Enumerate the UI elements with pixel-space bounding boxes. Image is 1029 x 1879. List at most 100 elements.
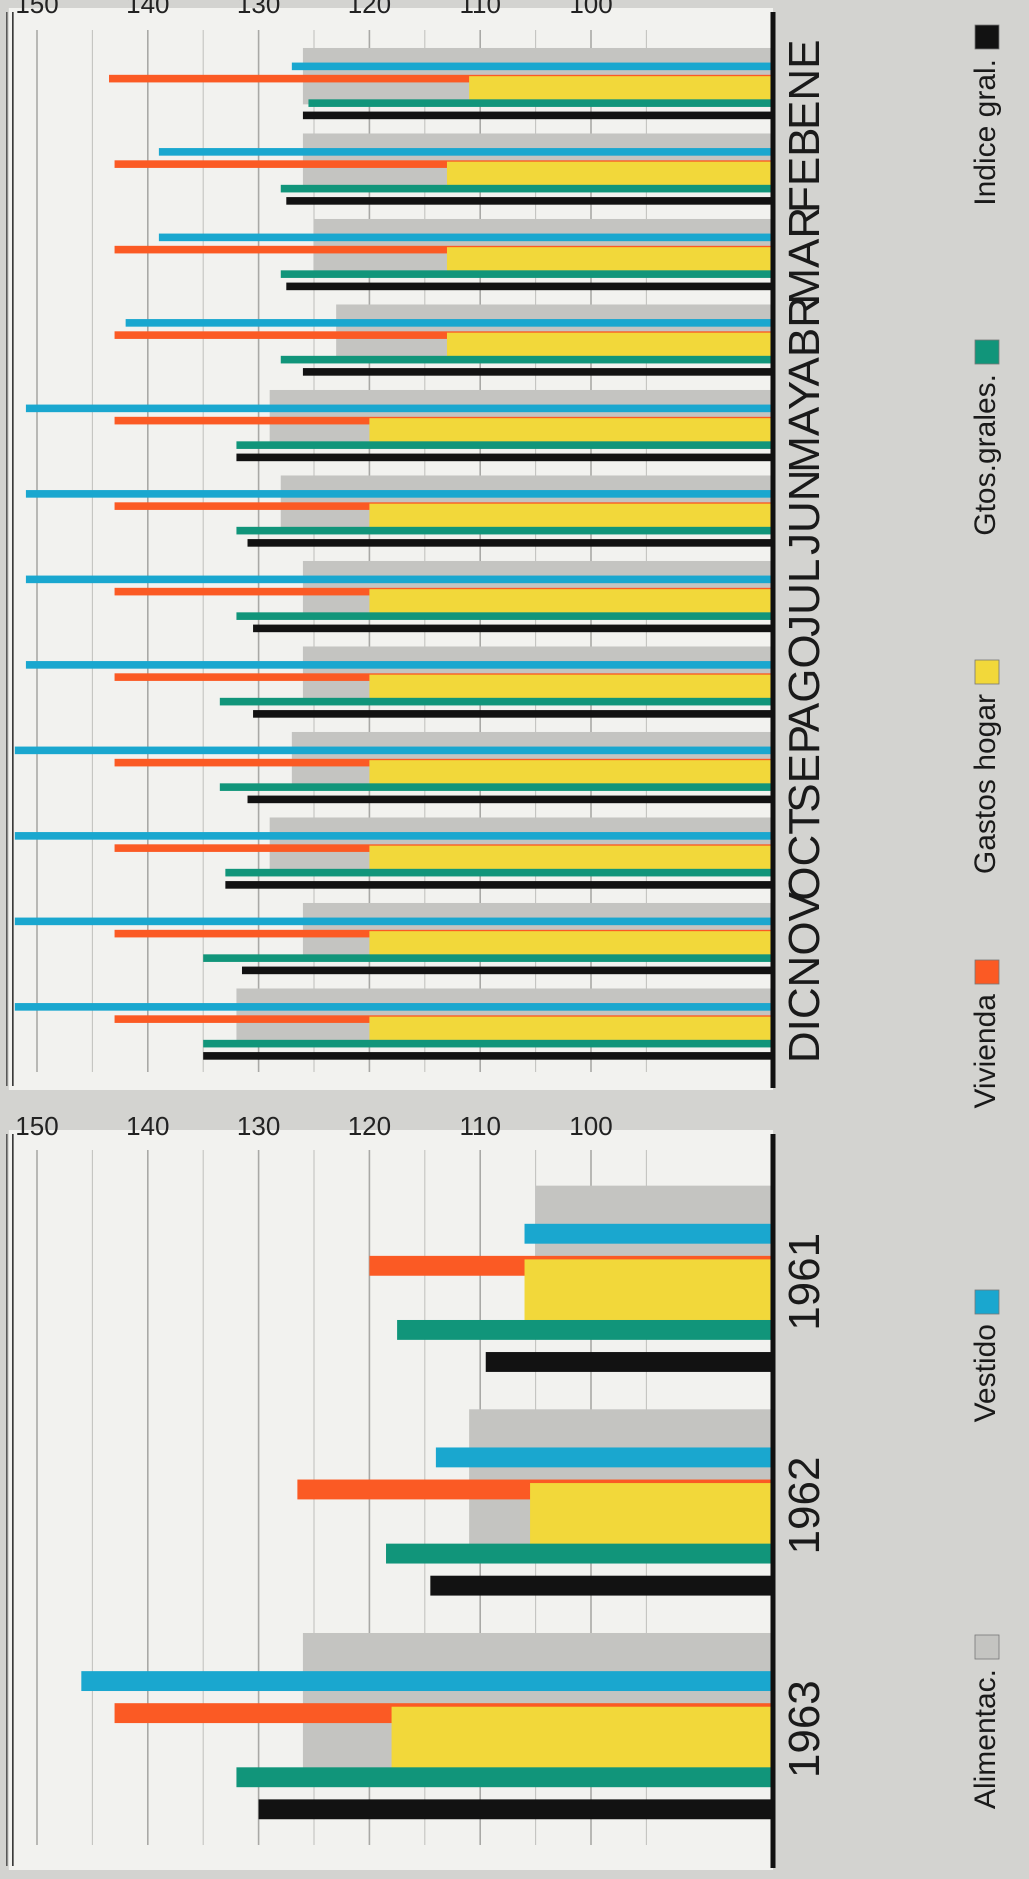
legend-swatch-alimentac bbox=[974, 1634, 1000, 1660]
monthly-bar-gastos-hogar-may bbox=[369, 418, 773, 442]
monthly-bar-gastos-hogar-ene bbox=[469, 76, 773, 100]
monthly-category-label: OCT bbox=[780, 808, 829, 901]
monthly-bar-gastos-hogar-jun bbox=[369, 503, 773, 527]
yearly-bar-gastos-hogar-1961 bbox=[524, 1259, 773, 1321]
yearly-category-label: 1961 bbox=[780, 1233, 829, 1331]
monthly-bar-gastos-hogar-jul bbox=[369, 589, 773, 613]
monthly-tick-label: 140 bbox=[126, 0, 169, 19]
monthly-bar-gastos-hogar-ago bbox=[369, 674, 773, 698]
legend-label-alimentac: Alimentac. bbox=[969, 1669, 1002, 1809]
monthly-bar-vestido-mar bbox=[158, 233, 773, 242]
monthly-bar-vestido-sep bbox=[14, 746, 773, 755]
monthly-bar-vestido-feb bbox=[158, 148, 773, 156]
monthly-bar-gastos-hogar-nov bbox=[369, 931, 773, 955]
yearly-tick-label: 130 bbox=[237, 1111, 280, 1141]
yearly-bar-vestido-1962 bbox=[435, 1447, 773, 1468]
monthly-bar-vestido-oct bbox=[14, 832, 773, 840]
monthly-tick-label: 120 bbox=[348, 0, 391, 19]
monthly-bar-gtos-grales-ene bbox=[308, 99, 773, 107]
yearly-bar-indice-gral-1963 bbox=[258, 1799, 773, 1820]
monthly-bar-gtos-grales-mar bbox=[280, 270, 773, 278]
monthly-bar-indice-gral-sep bbox=[247, 795, 773, 804]
monthly-category-label: SEP bbox=[780, 725, 829, 813]
monthly-bar-indice-gral-dic bbox=[203, 1052, 773, 1060]
monthly-tick-label: 100 bbox=[569, 0, 612, 19]
monthly-bar-gtos-grales-oct bbox=[225, 868, 773, 877]
monthly-bar-gtos-grales-jul bbox=[236, 612, 773, 620]
monthly-category-label: MAY bbox=[780, 381, 829, 473]
yearly-bar-indice-gral-1961 bbox=[485, 1352, 773, 1372]
monthly-bar-vestido-dic bbox=[14, 1003, 773, 1011]
monthly-bar-gtos-grales-may bbox=[236, 441, 773, 449]
legend-label-indice-gral: Indice gral. bbox=[969, 59, 1002, 206]
monthly-bar-gtos-grales-dic bbox=[203, 1039, 773, 1048]
monthly-bar-indice-gral-ago bbox=[253, 710, 773, 718]
monthly-category-label: JUL bbox=[780, 559, 829, 637]
monthly-category-label: AGO bbox=[780, 634, 829, 732]
monthly-bar-indice-gral-nov bbox=[241, 966, 773, 975]
yearly-category-label: 1962 bbox=[780, 1457, 829, 1555]
monthly-bar-gastos-hogar-feb bbox=[446, 161, 773, 185]
monthly-category-label: DIC bbox=[780, 987, 829, 1063]
yearly-tick-label: 120 bbox=[348, 1111, 391, 1141]
monthly-bar-gtos-grales-jun bbox=[236, 526, 773, 535]
monthly-bar-indice-gral-mar bbox=[286, 282, 773, 291]
monthly-bar-gastos-hogar-dic bbox=[369, 1016, 773, 1040]
monthly-bar-indice-gral-jun bbox=[247, 539, 773, 547]
yearly-bar-gastos-hogar-1962 bbox=[530, 1483, 773, 1544]
monthly-bar-gtos-grales-ago bbox=[219, 697, 773, 706]
legend-swatch-indice-gral bbox=[974, 24, 1000, 50]
monthly-bar-vestido-abr bbox=[125, 319, 773, 327]
legend-swatch-gastos-hogar bbox=[974, 659, 1000, 685]
monthly-bar-vestido-ago bbox=[25, 661, 773, 669]
monthly-category-label: JUN bbox=[780, 469, 829, 555]
monthly-bar-gtos-grales-sep bbox=[219, 783, 773, 791]
legend-swatch-gtos-grales bbox=[974, 339, 1000, 365]
legend-label-gtos-grales: Gtos.grales. bbox=[969, 374, 1002, 536]
yearly-tick-label: 140 bbox=[126, 1111, 169, 1141]
monthly-category-label: NOV bbox=[780, 891, 829, 987]
monthly-bar-indice-gral-may bbox=[236, 453, 773, 462]
monthly-tick-label: 130 bbox=[237, 0, 280, 19]
monthly-bar-gtos-grales-nov bbox=[203, 954, 773, 962]
monthly-bar-vestido-may bbox=[25, 404, 773, 413]
monthly-bar-indice-gral-ene bbox=[302, 111, 773, 120]
monthly-bar-vestido-ene bbox=[291, 62, 773, 71]
legend-label-vivienda: Vivienda bbox=[969, 994, 1002, 1109]
monthly-bar-indice-gral-jul bbox=[253, 624, 773, 633]
legend-swatch-vestido bbox=[974, 1289, 1000, 1315]
monthly-bar-vestido-jul bbox=[25, 575, 773, 584]
monthly-category-label: ABR bbox=[780, 296, 829, 386]
monthly-tick-label: 150 bbox=[15, 0, 58, 19]
monthly-bar-vestido-jun bbox=[25, 490, 773, 498]
monthly-bar-gtos-grales-feb bbox=[280, 184, 773, 193]
legend-swatch-vivienda bbox=[974, 959, 1000, 985]
monthly-bar-gastos-hogar-abr bbox=[446, 332, 773, 356]
monthly-bar-gtos-grales-abr bbox=[280, 355, 773, 364]
legend-label-gastos-hogar: Gastos hogar bbox=[969, 694, 1002, 874]
monthly-category-label: FEB bbox=[780, 127, 829, 213]
yearly-tick-label: 110 bbox=[459, 1111, 500, 1141]
monthly-bar-indice-gral-abr bbox=[302, 368, 773, 376]
yearly-tick-label: 100 bbox=[569, 1111, 612, 1141]
monthly-tick-label: 110 bbox=[459, 0, 500, 19]
legend-label-vestido: Vestido bbox=[969, 1324, 1002, 1422]
monthly-bar-gastos-hogar-oct bbox=[369, 845, 773, 869]
monthly-bar-gastos-hogar-mar bbox=[446, 247, 773, 271]
yearly-bar-gastos-hogar-1963 bbox=[391, 1706, 773, 1768]
monthly-bar-vestido-nov bbox=[14, 917, 773, 926]
yearly-bar-indice-gral-1962 bbox=[430, 1575, 773, 1596]
monthly-bar-gastos-hogar-sep bbox=[369, 760, 773, 784]
monthly-bar-indice-gral-feb bbox=[286, 197, 773, 205]
yearly-bar-vestido-1963 bbox=[81, 1671, 773, 1692]
monthly-bar-indice-gral-oct bbox=[225, 881, 773, 889]
yearly-bar-gtos-grales-1962 bbox=[386, 1543, 773, 1564]
yearly-bar-vestido-1961 bbox=[524, 1223, 773, 1244]
yearly-bar-gtos-grales-1961 bbox=[397, 1319, 773, 1340]
yearly-bar-gtos-grales-1963 bbox=[236, 1767, 773, 1788]
monthly-category-label: ENE bbox=[780, 40, 829, 130]
yearly-tick-label: 150 bbox=[15, 1111, 58, 1141]
yearly-category-label: 1963 bbox=[780, 1680, 829, 1778]
